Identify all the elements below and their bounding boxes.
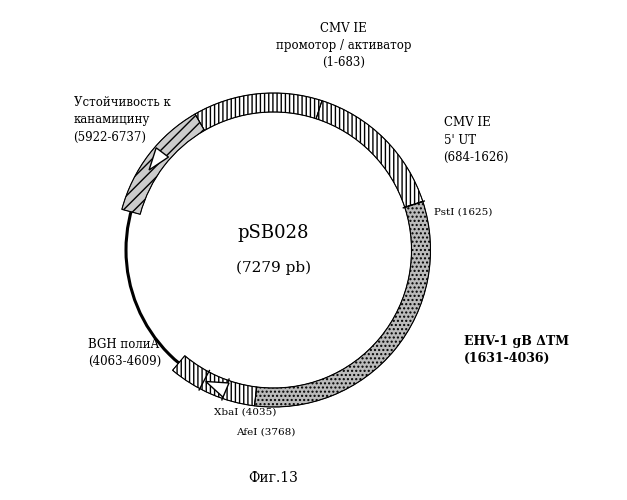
Wedge shape <box>122 114 204 214</box>
Text: BGH полиA
(4063-4609): BGH полиA (4063-4609) <box>88 338 162 368</box>
Wedge shape <box>172 356 256 406</box>
Text: AfeI (3768): AfeI (3768) <box>236 428 295 437</box>
Polygon shape <box>149 148 169 170</box>
Text: (7279 pb): (7279 pb) <box>236 260 311 274</box>
Text: EHV-1 gB ΔTM
(1631-4036): EHV-1 gB ΔTM (1631-4036) <box>463 335 569 365</box>
Polygon shape <box>206 382 229 397</box>
Text: XbaI (4035): XbaI (4035) <box>214 408 276 417</box>
Wedge shape <box>195 93 322 130</box>
Wedge shape <box>255 202 431 407</box>
Text: PstI (1625): PstI (1625) <box>433 208 492 217</box>
Text: CMV IE
промотор / активатор
(1-683): CMV IE промотор / активатор (1-683) <box>276 22 411 68</box>
Wedge shape <box>316 100 423 208</box>
Text: Фиг.13: Фиг.13 <box>248 470 298 484</box>
Text: CMV IE
5' UT
(684-1626): CMV IE 5' UT (684-1626) <box>443 116 509 164</box>
Text: pSB028: pSB028 <box>238 224 309 242</box>
Text: Устойчивость к
канамицину
(5922-6737): Устойчивость к канамицину (5922-6737) <box>73 96 171 144</box>
